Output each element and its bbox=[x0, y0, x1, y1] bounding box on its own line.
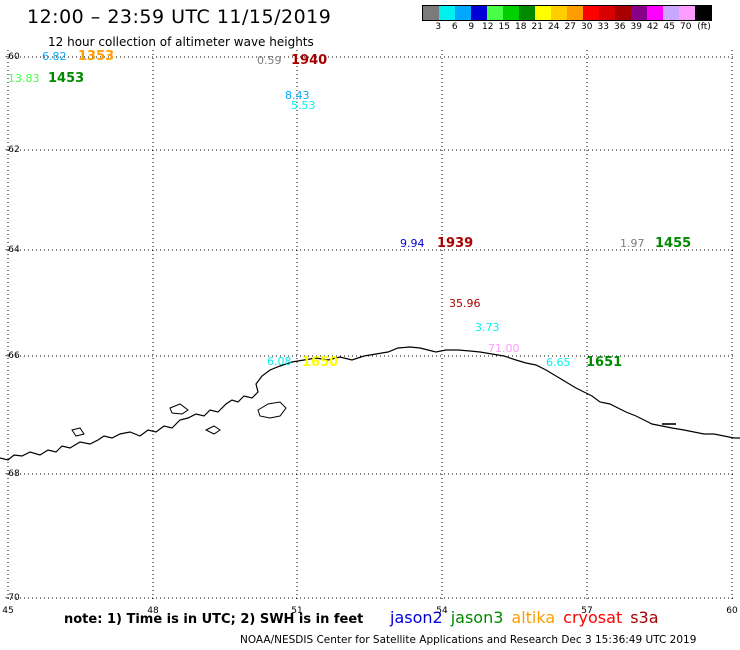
latitude-label: -68 bbox=[5, 469, 20, 479]
page-title: 12:00 – 23:59 UTC 11/15/2019 bbox=[27, 6, 332, 28]
latitude-label: -66 bbox=[5, 351, 20, 361]
legend-label: 36 bbox=[614, 22, 626, 32]
wave-height-value: 3.73 bbox=[475, 321, 500, 334]
legend-label: 15 bbox=[498, 22, 510, 32]
legend-swatch bbox=[615, 6, 631, 20]
longitude-labels: 45 48 51 54 57 60 bbox=[2, 606, 738, 616]
legend-swatch bbox=[551, 6, 567, 20]
observation-time: 1939 bbox=[437, 236, 473, 251]
legend-label: 33 bbox=[597, 22, 609, 32]
wave-height-value: 6.08 bbox=[267, 355, 292, 368]
longitude-label: 54 bbox=[436, 606, 448, 616]
legend-swatch bbox=[503, 6, 519, 20]
observation-labels: 6.82 1353 13.83 1453 0.59 1940 8.435.53 9.94 193… bbox=[8, 49, 691, 370]
legend-swatch bbox=[439, 6, 455, 20]
observation-time: 1651 bbox=[586, 355, 622, 370]
legend-swatch bbox=[695, 6, 711, 20]
satellite-name: altika bbox=[511, 608, 556, 627]
legend-unit: (ft) bbox=[697, 22, 711, 32]
latitude-label: -64 bbox=[5, 245, 20, 255]
coastline-island bbox=[169, 403, 189, 415]
coastline-island bbox=[71, 427, 85, 437]
legend-label: 27 bbox=[564, 22, 576, 32]
coastline-island bbox=[204, 425, 221, 435]
color-scale-legend bbox=[422, 5, 712, 21]
legend-label: 12 bbox=[482, 22, 494, 32]
antarctic-coastline bbox=[0, 346, 740, 461]
wave-height-value: 6.82 bbox=[42, 50, 67, 63]
color-scale-labels: 3 6 9 12 15 18 21 24 27 30 33 36 39 42 45 70 (ft) bbox=[422, 22, 714, 32]
legend-swatch bbox=[567, 6, 583, 20]
legend-swatch bbox=[471, 6, 487, 20]
latitude-labels: -60 -62 -64 -66 -68 -70 bbox=[5, 52, 20, 603]
legend-swatch bbox=[535, 6, 551, 20]
observation-time: 1650 bbox=[302, 355, 338, 370]
latitude-label: -60 bbox=[5, 52, 20, 62]
legend-label: 18 bbox=[515, 22, 527, 32]
longitude-label: 48 bbox=[147, 606, 159, 616]
legend-label: 9 bbox=[468, 22, 475, 32]
longitude-label: 51 bbox=[291, 606, 302, 616]
legend-swatch bbox=[583, 6, 599, 20]
page-subtitle: 12 hour collection of altimeter wave hei… bbox=[48, 35, 314, 49]
latitude-label: -70 bbox=[5, 593, 20, 603]
latitude-label: -62 bbox=[5, 145, 20, 155]
legend-label: 70 bbox=[680, 22, 692, 32]
wave-height-value: 8.43 bbox=[285, 89, 310, 102]
wave-height-value: 35.96 bbox=[449, 297, 481, 310]
legend-swatch bbox=[631, 6, 647, 20]
legend-label: 30 bbox=[581, 22, 593, 32]
wave-height-value: 0.59 bbox=[257, 54, 282, 67]
satellite-name: s3a bbox=[630, 608, 659, 627]
observation-time: 1455 bbox=[655, 236, 691, 251]
legend-swatch bbox=[423, 6, 439, 20]
observation-time: 1353 bbox=[78, 49, 114, 64]
satellite-legend: jason2 jason3 altika cryosat s3a bbox=[390, 608, 667, 627]
wave-height-value: 5.53 bbox=[291, 99, 316, 112]
legend-swatch bbox=[487, 6, 503, 20]
wave-height-value: 1.97 bbox=[620, 237, 645, 250]
longitude-label: 45 bbox=[2, 606, 13, 616]
observation-time: 1940 bbox=[291, 53, 327, 68]
observation-time: 1453 bbox=[48, 71, 84, 86]
wave-height-value: 6.65 bbox=[546, 356, 571, 369]
wave-height-value: 9.94 bbox=[400, 237, 425, 250]
coastline-island bbox=[257, 401, 287, 419]
legend-label: 6 bbox=[451, 22, 458, 32]
satellite-name: cryosat bbox=[563, 608, 623, 627]
map-grid bbox=[7, 50, 735, 600]
longitude-label: 60 bbox=[726, 606, 738, 616]
wave-height-value: 13.83 bbox=[8, 72, 40, 85]
legend-swatch bbox=[647, 6, 663, 20]
legend-label: 39 bbox=[630, 22, 642, 32]
legend-label: 24 bbox=[548, 22, 560, 32]
legend-swatch bbox=[455, 6, 471, 20]
legend-swatch bbox=[679, 6, 695, 20]
footer-note: note: 1) Time is in UTC; 2) SWH is in fe… bbox=[64, 612, 364, 627]
satellite-name: jason3 bbox=[450, 608, 504, 627]
satellite-name: jason2 bbox=[390, 608, 443, 627]
legend-swatch bbox=[599, 6, 615, 20]
legend-swatch bbox=[663, 6, 679, 20]
legend-label: 45 bbox=[663, 22, 675, 32]
footer-credit: NOAA/NESDIS Center for Satellite Applica… bbox=[240, 634, 697, 646]
legend-label: 21 bbox=[531, 22, 543, 32]
legend-label: 3 bbox=[435, 22, 442, 32]
wave-height-value: 71.00 bbox=[488, 342, 520, 355]
longitude-label: 57 bbox=[581, 606, 592, 616]
legend-label: 42 bbox=[647, 22, 659, 32]
legend-swatch bbox=[519, 6, 535, 20]
